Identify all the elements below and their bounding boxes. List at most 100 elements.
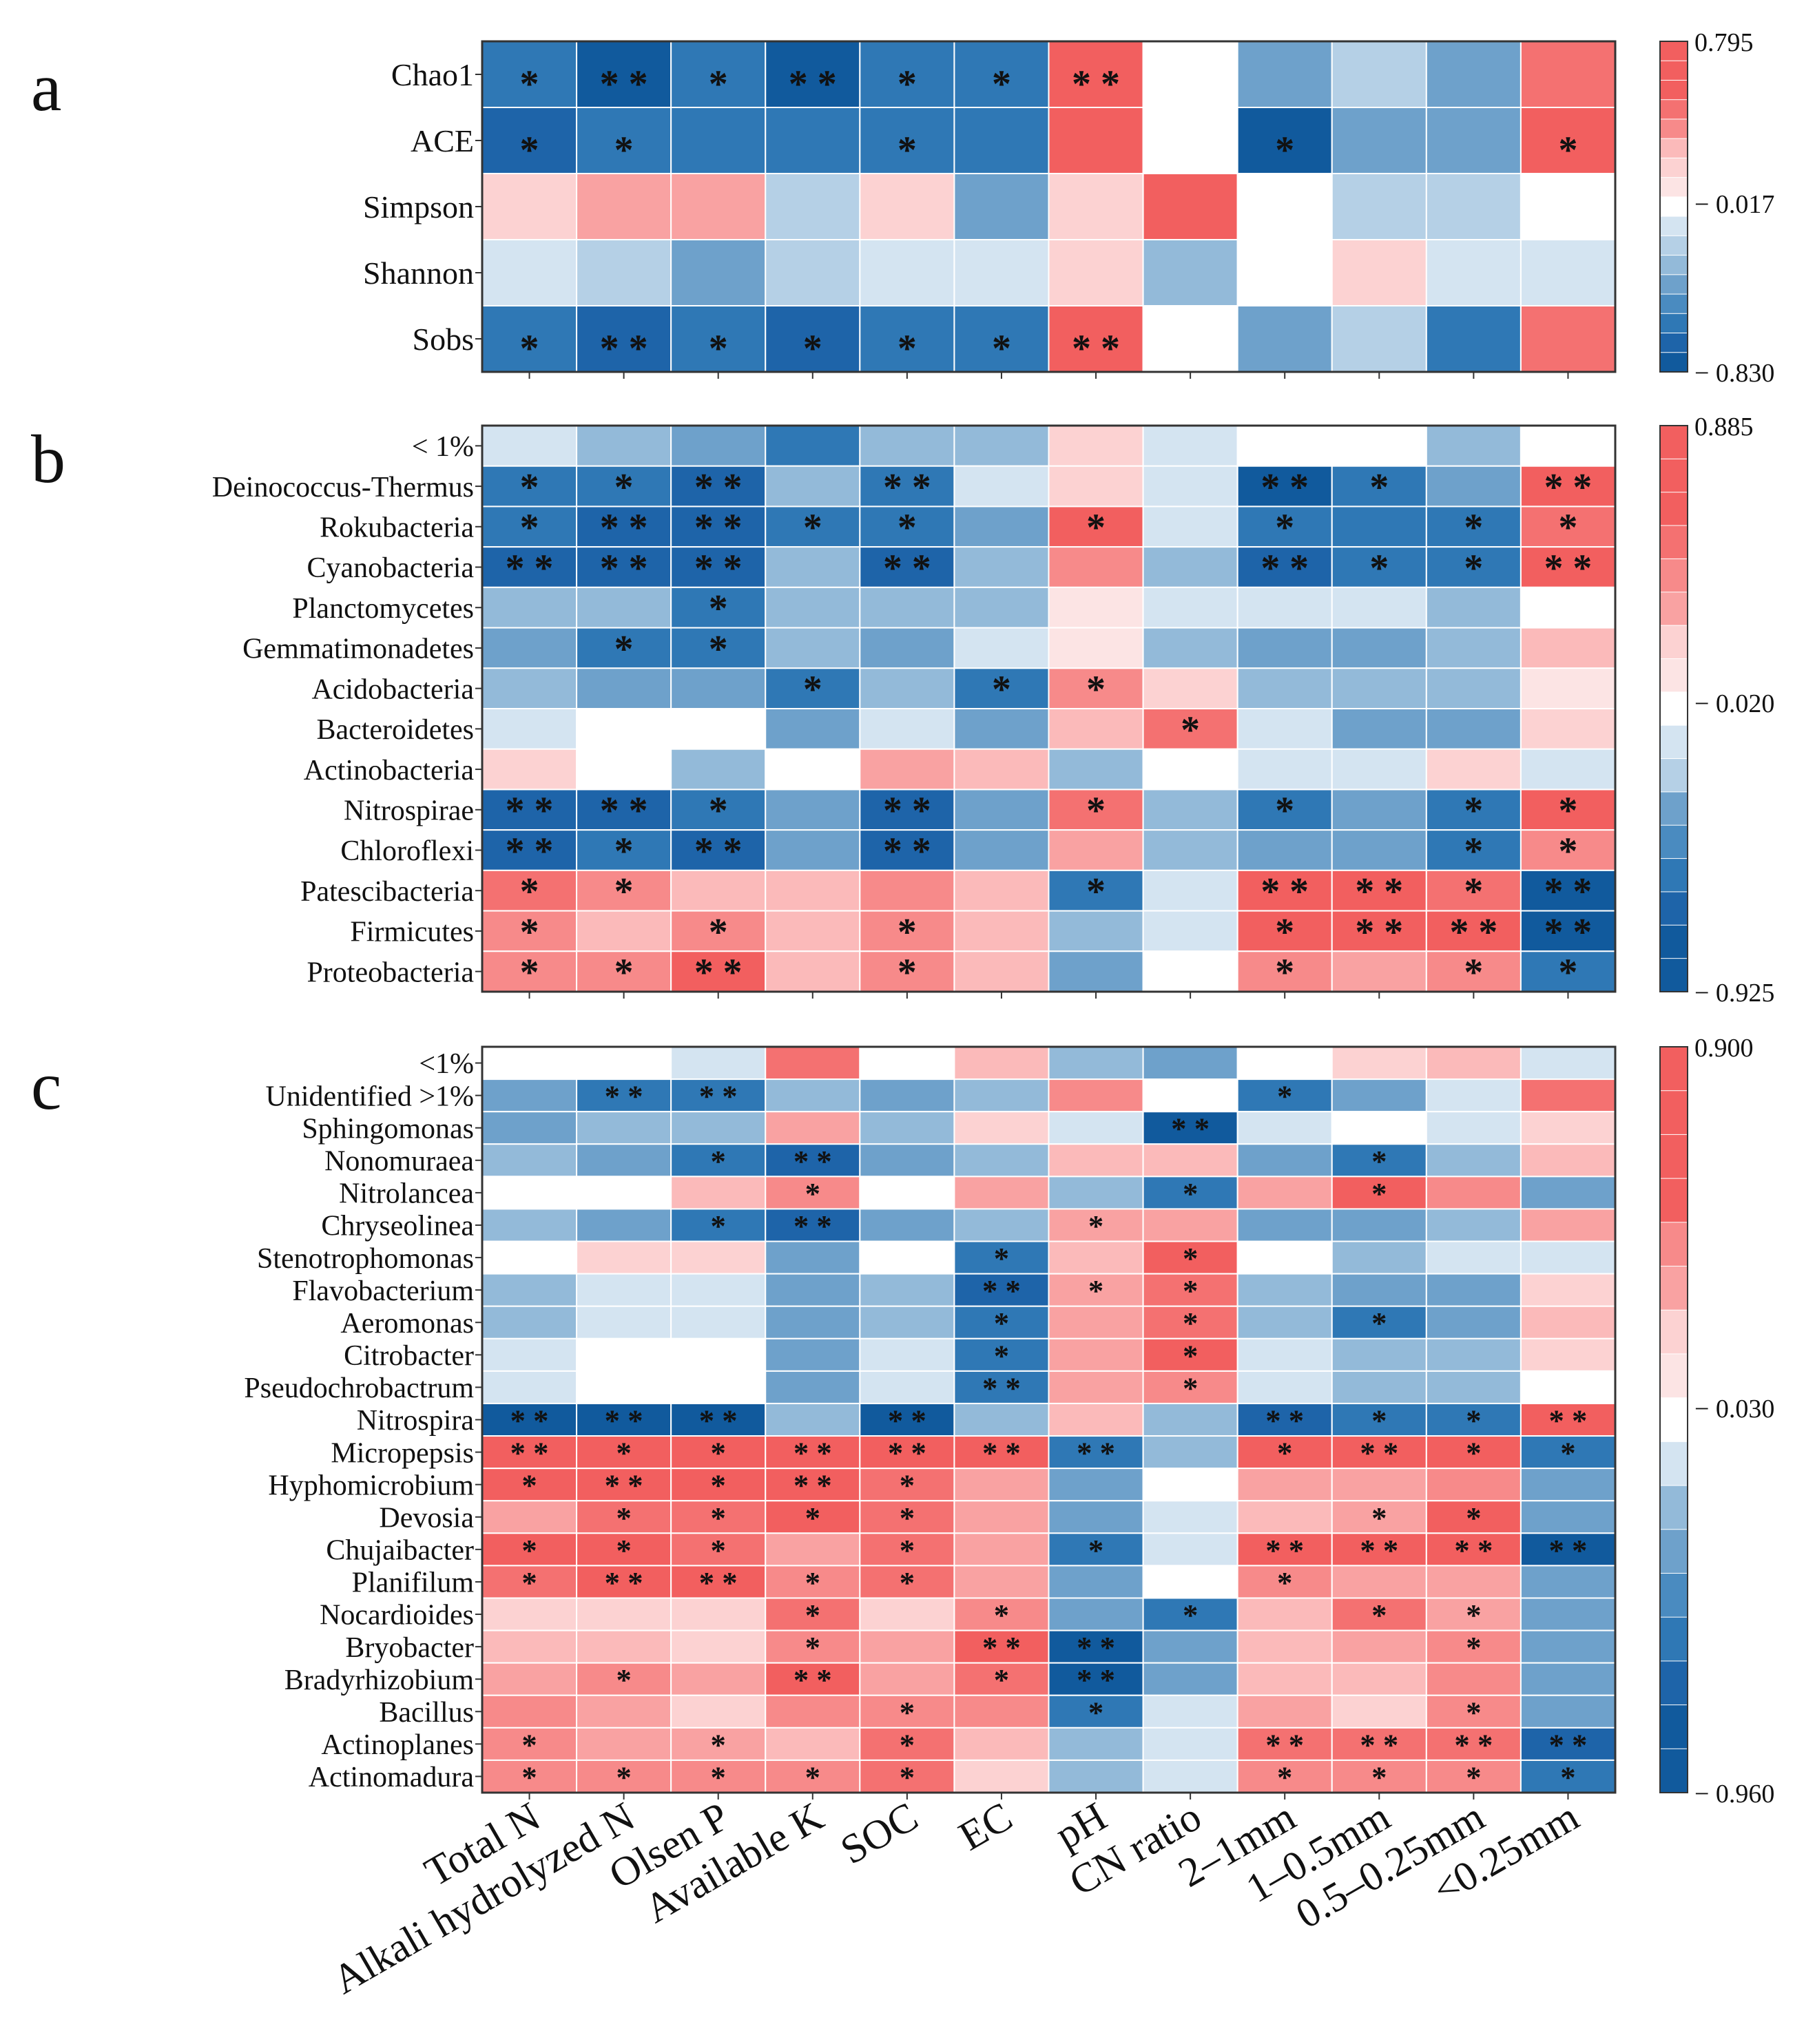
heatmap-cell: [576, 1629, 672, 1664]
significance-star: * *: [1450, 911, 1498, 954]
colorbar-step: [1659, 558, 1688, 593]
heatmap-cell: [953, 1240, 1050, 1275]
colorbar-step: [1659, 858, 1688, 893]
significance-star: *: [1275, 952, 1294, 994]
colorbar-step: [1659, 958, 1688, 993]
significance-star: *: [805, 1760, 820, 1794]
significance-star: *: [520, 952, 539, 994]
significance-star: * *: [1549, 1727, 1588, 1762]
heatmap-cell: [670, 1532, 767, 1567]
heatmap-cell: [1142, 505, 1238, 548]
row-label: Nitrospirae: [344, 795, 474, 826]
significance-star: *: [521, 1468, 537, 1503]
heatmap-cell: [953, 1046, 1050, 1081]
heatmap-cell: [859, 586, 955, 629]
heatmap-cell: [670, 910, 767, 952]
heatmap-cell: [576, 1694, 672, 1729]
heatmap-cell: [481, 829, 578, 871]
heatmap-cell: [1331, 1337, 1427, 1372]
significance-star: *: [1086, 790, 1106, 833]
heatmap-cell: [1331, 465, 1427, 508]
row-label: Actinoplanes: [321, 1729, 474, 1761]
heatmap-cell: [1425, 667, 1522, 709]
significance-star: * *: [1261, 547, 1309, 590]
significance-star: *: [1371, 1144, 1387, 1178]
significance-star: * *: [1544, 547, 1593, 590]
significance-star: *: [1466, 1598, 1481, 1632]
heatmap-cell: [953, 1759, 1050, 1794]
row-label: Nitrolancea: [339, 1178, 474, 1210]
significance-star: * *: [506, 790, 554, 833]
heatmap-cell: [670, 1629, 767, 1664]
significance-star: * *: [1265, 1404, 1304, 1438]
heatmap-cell: [1142, 173, 1238, 240]
heatmap-cell: [953, 1337, 1050, 1372]
significance-star: * *: [600, 507, 648, 550]
colorbar-step: [1659, 724, 1688, 760]
colorbar-step: [1659, 891, 1688, 926]
heatmap-cell: [1236, 425, 1333, 467]
heatmap-cell: [1425, 748, 1522, 791]
heatmap-cell: [1331, 1662, 1427, 1696]
heatmap-cell: [953, 829, 1050, 871]
colorbar-step: [1659, 1309, 1688, 1355]
heatmap-cell: [953, 869, 1050, 912]
heatmap-cell: [1425, 305, 1522, 373]
significance-star: *: [805, 1565, 820, 1600]
colorbar-step: [1659, 1660, 1688, 1706]
heatmap-cell: [481, 708, 578, 750]
colorbar-step: [1659, 625, 1688, 660]
heatmap-cell: [765, 1532, 861, 1567]
significance-star: * *: [694, 466, 743, 509]
significance-star: * *: [699, 1404, 738, 1438]
heatmap-cell: [1331, 1111, 1427, 1145]
heatmap-cell: [1520, 1629, 1617, 1664]
heatmap-cell: [1520, 1240, 1617, 1275]
heatmap-cell: [953, 546, 1050, 588]
heatmap-cell: [670, 1370, 767, 1404]
heatmap-cell: [859, 667, 955, 709]
significance-star: *: [614, 466, 634, 509]
significance-star: *: [805, 1501, 820, 1535]
heatmap-cell: [576, 1143, 672, 1178]
heatmap-cell: [859, 305, 955, 373]
heatmap-cell: [765, 1143, 861, 1178]
row-label: Bacillus: [379, 1697, 474, 1729]
heatmap-cell: [765, 1208, 861, 1242]
significance-star: *: [992, 63, 1011, 106]
heatmap-cell: [1331, 586, 1427, 629]
heatmap-cell: [953, 627, 1050, 669]
heatmap-cell: [1236, 1532, 1333, 1567]
significance-star: *: [1371, 1501, 1387, 1535]
significance-star: *: [1277, 1436, 1292, 1470]
heatmap-cell: [1331, 1532, 1427, 1567]
heatmap-cell: [670, 1176, 767, 1210]
heatmap-cell: [1236, 910, 1333, 952]
significance-star: * *: [1549, 1533, 1588, 1567]
significance-star: * *: [1544, 466, 1593, 509]
significance-star: *: [520, 466, 539, 509]
heatmap-cell: [670, 1468, 767, 1502]
heatmap-cell: [1331, 1273, 1427, 1307]
heatmap-cell: [670, 1694, 767, 1729]
significance-star: *: [1466, 1501, 1481, 1535]
heatmap-cell: [1520, 505, 1617, 548]
heatmap-cell: [1520, 910, 1617, 952]
heatmap-cell: [765, 950, 861, 993]
heatmap-cell: [1048, 1662, 1144, 1696]
heatmap-cell: [1520, 1565, 1617, 1599]
significance-star: *: [898, 63, 917, 106]
panel-letter: a: [31, 49, 61, 125]
heatmap-cell: [859, 107, 955, 174]
heatmap-cell: [481, 1078, 578, 1113]
heatmap-cell: [1236, 829, 1333, 871]
heatmap-cell: [1425, 829, 1522, 871]
significance-star: *: [1183, 1306, 1198, 1340]
row-label: Sphingomonas: [302, 1113, 474, 1145]
heatmap-cell: [1142, 425, 1238, 467]
heatmap-cell: [1331, 1240, 1427, 1275]
colorbar-step: [1659, 1397, 1688, 1443]
heatmap-cell: [670, 1046, 767, 1081]
heatmap-cell: [1331, 1565, 1427, 1599]
